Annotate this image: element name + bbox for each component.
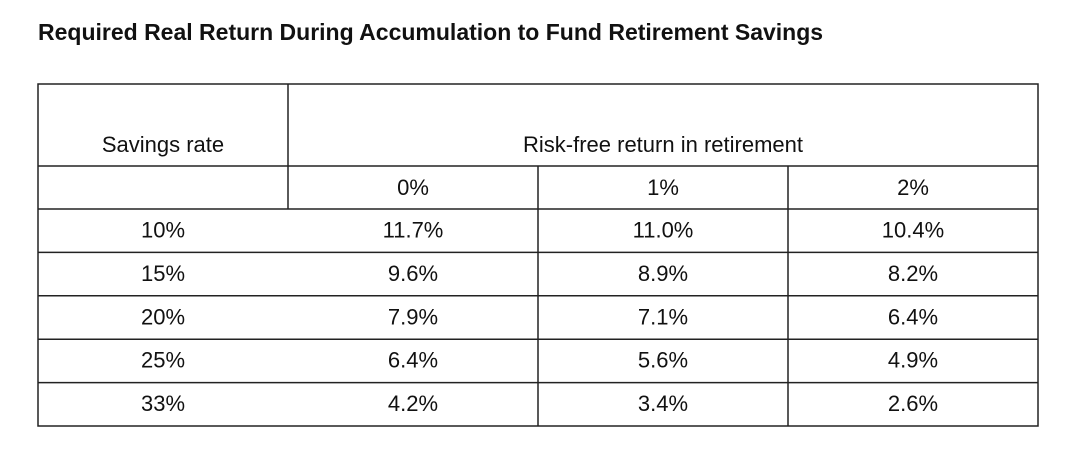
row-label: 25% — [141, 348, 185, 373]
cell: 3.4% — [638, 391, 688, 416]
cell: 9.6% — [388, 261, 438, 286]
cell: 4.2% — [388, 391, 438, 416]
cell: 7.1% — [638, 304, 688, 329]
cell: 11.0% — [633, 218, 694, 243]
row-label: 15% — [141, 261, 185, 286]
cell: 2.6% — [888, 391, 938, 416]
cell: 6.4% — [388, 348, 438, 373]
row-header: Savings rate — [102, 132, 224, 157]
column-header: 2% — [897, 175, 929, 200]
cell: 5.6% — [638, 348, 688, 373]
cell: 7.9% — [388, 304, 438, 329]
row-label: 10% — [141, 218, 185, 243]
row-label: 20% — [141, 304, 185, 329]
cell: 10.4% — [882, 218, 944, 243]
row-label: 33% — [141, 391, 185, 416]
cell: 11.7% — [383, 218, 444, 243]
cell: 8.2% — [888, 261, 938, 286]
cell: 4.9% — [888, 348, 938, 373]
group-header: Risk-free return in retirement — [523, 132, 803, 157]
column-header: 0% — [397, 175, 429, 200]
cell: 6.4% — [888, 304, 938, 329]
title: Required Real Return During Accumulation… — [38, 19, 823, 45]
column-header: 1% — [647, 175, 679, 200]
cell: 8.9% — [638, 261, 688, 286]
